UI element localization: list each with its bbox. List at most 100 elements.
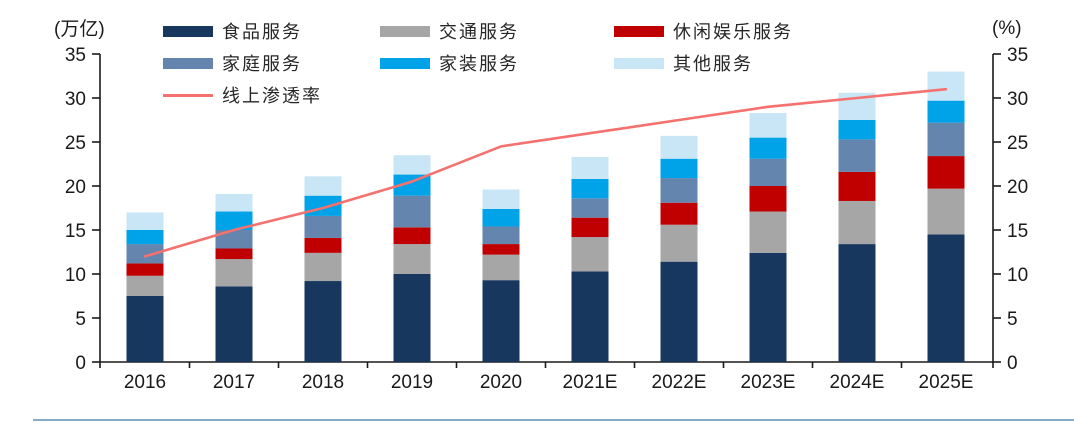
bar-segment-2021E-其他服务 [571, 156, 609, 179]
bar-segment-2025E-其他服务 [927, 71, 965, 101]
legend-item-transport-services: 交通服务 [380, 21, 519, 42]
bottom-divider [33, 419, 1074, 421]
bar-segment-2016-家庭服务 [126, 244, 164, 264]
legend-label-other-services: 其他服务 [673, 54, 753, 74]
bar-segment-2022E-家庭服务 [660, 178, 698, 203]
legend-label-food-services: 食品服务 [222, 22, 302, 42]
bar-segment-2017-其他服务 [215, 193, 253, 212]
bar-segment-2020-家装服务 [482, 208, 520, 227]
bar-segment-2024E-家装服务 [838, 120, 876, 140]
bar-segment-2023E-休闲娱乐服务 [749, 186, 787, 212]
bar-segment-2023E-其他服务 [749, 112, 787, 138]
bar-segment-2017-休闲娱乐服务 [215, 248, 253, 260]
bar-segment-2018-休闲娱乐服务 [304, 237, 342, 253]
left-axis-unit-label: (万亿) [54, 19, 105, 40]
category-label-2022E: 2022E [652, 372, 707, 393]
right-axis-tick-label: 0 [1007, 353, 1018, 374]
bar-segment-2025E-交通服务 [927, 188, 965, 235]
bar-segment-2019-其他服务 [393, 155, 431, 175]
bar-segment-2024E-家庭服务 [838, 139, 876, 172]
right-axis-tick-label: 5 [1007, 309, 1018, 330]
bar-segment-2022E-其他服务 [660, 135, 698, 159]
legend-label-leisure-entertainment-services: 休闲娱乐服务 [673, 22, 793, 42]
left-axis-tick-label: 35 [65, 45, 86, 66]
right-axis-unit-label: (%) [992, 18, 1022, 39]
bar-segment-2019-交通服务 [393, 244, 431, 274]
legend-label-family-services: 家庭服务 [222, 54, 302, 74]
bar-segment-2019-家庭服务 [393, 195, 431, 228]
left-axis-tick-label: 15 [65, 221, 86, 242]
bar-segment-2024E-交通服务 [838, 200, 876, 245]
bar-segment-2017-食品服务 [215, 286, 253, 362]
bar-segment-2018-交通服务 [304, 252, 342, 282]
bar-segment-2025E-家庭服务 [927, 122, 965, 157]
left-axis-tick-label: 5 [75, 309, 86, 330]
right-axis-tick-label: 15 [1007, 221, 1028, 242]
legend-swatch-transport-services-icon [380, 25, 430, 37]
left-axis-tick-label: 25 [65, 133, 86, 154]
bar-segment-2017-家庭服务 [215, 230, 253, 249]
category-label-2021E: 2021E [563, 372, 618, 393]
bar-segment-2021E-家装服务 [571, 178, 609, 199]
bar-segment-2022E-家装服务 [660, 158, 698, 179]
bar-segment-2019-休闲娱乐服务 [393, 227, 431, 245]
bar-segment-2016-休闲娱乐服务 [126, 263, 164, 276]
bar-segment-2021E-休闲娱乐服务 [571, 217, 609, 238]
bar-segment-2016-其他服务 [126, 212, 164, 230]
bar-segment-2018-家庭服务 [304, 215, 342, 238]
right-axis-tick-label: 35 [1007, 45, 1028, 66]
legend-swatch-family-services-icon [163, 57, 213, 69]
legend-item-other-services: 其他服务 [614, 53, 753, 74]
legend-item-family-services: 家庭服务 [163, 53, 302, 74]
legend-item-food-services: 食品服务 [163, 21, 302, 42]
bar-segment-2018-其他服务 [304, 176, 342, 196]
bar-segment-2018-食品服务 [304, 281, 342, 362]
category-label-2024E: 2024E [830, 372, 885, 393]
right-axis-tick-label: 10 [1007, 265, 1028, 286]
right-axis-tick-label: 25 [1007, 133, 1028, 154]
legend-item-leisure-entertainment-services: 休闲娱乐服务 [614, 21, 793, 42]
legend-swatch-home-improvement-services-icon [380, 57, 430, 69]
legend-label-transport-services: 交通服务 [439, 22, 519, 42]
legend-swatch-leisure-entertainment-services-icon [614, 25, 664, 37]
right-axis-tick-label: 30 [1007, 89, 1028, 110]
bar-segment-2016-食品服务 [126, 296, 164, 362]
bar-segment-2023E-家庭服务 [749, 158, 787, 186]
bar-segment-2023E-家装服务 [749, 137, 787, 159]
legend-swatch-other-services-icon [614, 57, 664, 69]
bar-segment-2016-交通服务 [126, 275, 164, 296]
bar-segment-2019-食品服务 [393, 274, 431, 362]
bar-segment-2023E-食品服务 [749, 252, 787, 362]
category-label-2020: 2020 [480, 372, 522, 393]
left-axis-tick-label: 30 [65, 89, 86, 110]
bar-segment-2021E-食品服务 [571, 271, 609, 362]
legend-label-online-penetration-rate: 线上渗透率 [222, 86, 322, 106]
bar-segment-2021E-家庭服务 [571, 198, 609, 218]
bar-segment-2018-家装服务 [304, 195, 342, 216]
bar-segment-2020-交通服务 [482, 254, 520, 281]
bar-segment-2020-其他服务 [482, 189, 520, 209]
legend-line-online-penetration-rate-icon [163, 93, 213, 97]
bar-segment-2020-家庭服务 [482, 226, 520, 245]
bar-segment-2020-食品服务 [482, 280, 520, 362]
legend-item-home-improvement-services: 家装服务 [380, 53, 519, 74]
bar-segment-2020-休闲娱乐服务 [482, 244, 520, 255]
category-label-2025E: 2025E [919, 372, 974, 393]
category-label-2016: 2016 [124, 372, 166, 393]
category-label-2019: 2019 [391, 372, 433, 393]
category-label-2017: 2017 [213, 372, 255, 393]
legend-item-online-penetration-rate: 线上渗透率 [163, 85, 322, 106]
bar-segment-2023E-交通服务 [749, 211, 787, 253]
legend-label-home-improvement-services: 家装服务 [439, 54, 519, 74]
bar-segment-2021E-交通服务 [571, 237, 609, 272]
bar-segment-2025E-食品服务 [927, 234, 965, 362]
left-axis-tick-label: 10 [65, 265, 86, 286]
left-axis-tick-label: 0 [75, 353, 86, 374]
bar-segment-2024E-休闲娱乐服务 [838, 171, 876, 201]
bar-segment-2025E-休闲娱乐服务 [927, 156, 965, 189]
bar-segment-2022E-交通服务 [660, 224, 698, 262]
bar-segment-2022E-食品服务 [660, 261, 698, 362]
bar-segment-2019-家装服务 [393, 174, 431, 196]
